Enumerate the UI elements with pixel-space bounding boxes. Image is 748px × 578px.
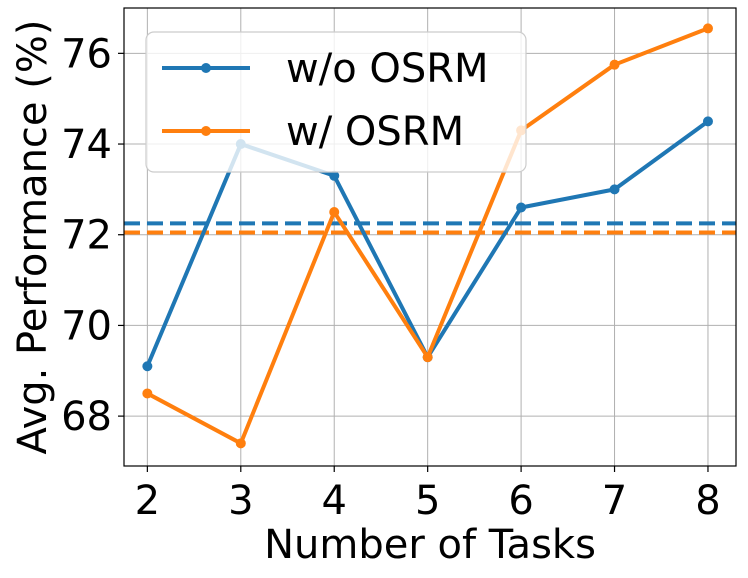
- mean-lines: [124, 221, 736, 235]
- x-tick-label: 3: [228, 478, 253, 524]
- data-point-series-1: [609, 59, 620, 70]
- x-tick-label: 8: [695, 478, 720, 524]
- y-tick-label: 70: [61, 303, 112, 349]
- y-tick-label: 74: [61, 122, 112, 168]
- ticks: 2 3 4 5 6 7 8 68 70 72 74 76: [61, 31, 721, 524]
- data-point-series-1: [235, 438, 246, 449]
- x-tick-label: 5: [415, 478, 440, 524]
- legend-label-wo-osrm: w/o OSRM: [286, 46, 489, 92]
- x-axis-title: Number of Tasks: [264, 522, 596, 568]
- y-tick-label: 76: [61, 31, 112, 77]
- legend: w/o OSRM w/ OSRM: [145, 31, 527, 173]
- data-point-series-0: [142, 361, 153, 372]
- data-point-series-1: [422, 352, 433, 363]
- x-tick-label: 6: [508, 478, 533, 524]
- x-tick-label: 2: [135, 478, 160, 524]
- x-tick-label: 4: [322, 478, 347, 524]
- legend-marker-wo-osrm: [201, 63, 211, 73]
- data-point-series-1: [329, 207, 340, 218]
- y-tick-label: 72: [61, 213, 112, 259]
- x-tick-label: 7: [602, 478, 627, 524]
- data-point-series-0: [609, 184, 620, 195]
- plot-frame: [123, 7, 737, 467]
- y-tick-label: 68: [61, 394, 112, 440]
- y-axis-title: Avg. Performance (%): [10, 20, 56, 455]
- data-point-series-1: [702, 23, 713, 34]
- data-point-series-0: [329, 170, 340, 181]
- data-point-series-0: [516, 202, 527, 213]
- data-point-series-1: [142, 388, 153, 399]
- data-point-series-0: [702, 116, 713, 127]
- legend-label-w-osrm: w/ OSRM: [286, 109, 464, 155]
- legend-marker-w-osrm: [201, 126, 211, 136]
